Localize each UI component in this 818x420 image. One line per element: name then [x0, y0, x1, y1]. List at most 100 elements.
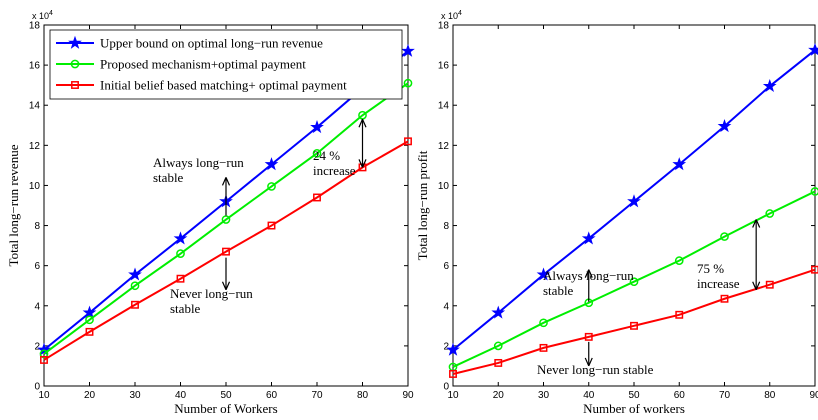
y-tick-label: 16 [29, 61, 41, 72]
y-scale-multiplier: x 104 [441, 10, 462, 21]
y-tick-label: 12 [29, 141, 41, 152]
arrow-head [584, 269, 593, 278]
data-point [446, 342, 460, 356]
arrow-head [752, 219, 761, 228]
data-point [491, 305, 506, 319]
data-point [312, 149, 322, 158]
data-point [539, 343, 548, 352]
data-point [130, 281, 140, 291]
y-scale-exponent: 4 [49, 10, 53, 17]
x-tick-label: 90 [402, 390, 414, 401]
data-point [493, 341, 503, 351]
annotation-text: stable [170, 301, 201, 316]
data-point [403, 78, 413, 88]
y-scale-base: x 10 [32, 11, 49, 21]
data-point [85, 315, 94, 325]
x-tick-label: 70 [311, 390, 323, 401]
data-point [37, 342, 51, 356]
data-point [404, 137, 412, 146]
x-tick-label: 70 [719, 390, 731, 401]
x-tick-label: 20 [493, 390, 505, 401]
x-tick-label: 90 [809, 390, 818, 401]
annotation-text: Always long−run [543, 268, 634, 283]
y-axis-label: Total long−run revenue [6, 144, 21, 266]
data-point [581, 231, 596, 245]
x-tick-label: 50 [628, 390, 640, 401]
x-tick-label: 30 [538, 390, 550, 401]
annotation-text: increase [697, 276, 740, 291]
data-point [720, 294, 729, 303]
legend-label: Initial belief based matching+ optimal p… [100, 78, 347, 93]
data-point [222, 247, 230, 256]
y-tick-label: 14 [438, 101, 450, 112]
arrow-head [358, 159, 367, 168]
plot-area [452, 24, 816, 387]
y-tick-label: 2 [34, 341, 40, 352]
data-point [313, 193, 321, 202]
arrow-head [584, 357, 593, 367]
data-point [536, 267, 551, 281]
data-point [494, 358, 503, 367]
y-scale-exponent: 4 [458, 10, 462, 17]
data-point [810, 187, 818, 196]
x-axis-label: Number of Workers [174, 401, 277, 416]
data-point [629, 277, 639, 287]
y-axis-label: Total long−run profit [415, 150, 430, 260]
data-point [765, 209, 775, 218]
y-tick-label: 16 [438, 61, 450, 72]
data-point [40, 355, 48, 364]
annotation-text: stable [543, 283, 574, 298]
x-tick-label: 30 [129, 390, 141, 401]
data-point [176, 274, 185, 283]
data-point [85, 327, 94, 336]
annotation-text: stable [153, 170, 184, 185]
data-point [264, 157, 279, 171]
arrow-head [221, 177, 231, 186]
y-tick-label: 8 [443, 221, 449, 232]
legend-marker [71, 81, 79, 89]
y-tick-label: 10 [438, 181, 450, 192]
series-line [43, 82, 409, 355]
data-point [173, 231, 188, 245]
y-tick-label: 8 [34, 221, 40, 232]
data-point [765, 280, 774, 289]
data-point [584, 332, 593, 341]
data-point [401, 43, 415, 57]
data-point [176, 249, 185, 258]
data-point [674, 256, 684, 266]
y-tick-label: 14 [29, 101, 41, 112]
annotation-text: 75 % [697, 261, 724, 276]
legend-marker [68, 35, 82, 49]
data-point [675, 310, 684, 319]
legend-marker [70, 59, 80, 69]
legend-label: Proposed mechanism+optimal payment [100, 57, 306, 72]
data-point [267, 221, 276, 230]
data-point [131, 300, 139, 309]
data-point [449, 370, 457, 378]
data-point [717, 119, 732, 133]
data-point [267, 182, 276, 191]
y-tick-label: 0 [34, 382, 40, 393]
y-tick-label: 18 [438, 21, 450, 32]
data-point [358, 110, 367, 120]
annotation-text: Never long−run [170, 286, 253, 301]
x-tick-label: 60 [266, 390, 278, 401]
y-tick-label: 4 [443, 301, 449, 312]
series-line [452, 268, 816, 375]
x-tick-label: 60 [674, 390, 686, 401]
y-tick-label: 12 [438, 141, 450, 152]
y-scale-base: x 10 [441, 11, 458, 21]
arrow-head [358, 119, 367, 128]
data-point [672, 157, 687, 171]
data-point [310, 120, 324, 134]
annotation-text: 24 % [313, 148, 340, 163]
x-tick-label: 10 [38, 390, 50, 401]
data-point [811, 265, 818, 274]
y-tick-label: 18 [29, 21, 41, 32]
data-point [808, 42, 818, 56]
y-scale-multiplier: x 104 [32, 10, 53, 21]
y-tick-label: 6 [34, 261, 40, 272]
y-tick-label: 6 [443, 261, 449, 272]
